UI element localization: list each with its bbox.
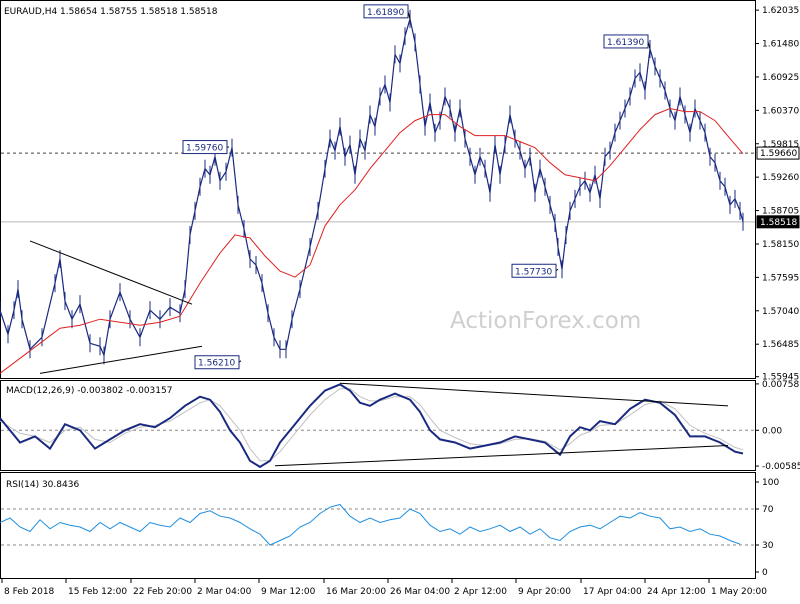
x-tick-label: 16 Mar 20:00 bbox=[326, 587, 386, 597]
rsi-line bbox=[0, 503, 741, 546]
current-price-label: 1.58518 bbox=[760, 218, 797, 228]
macd-panel-frame bbox=[0, 380, 756, 471]
price-axis-tick-label: 1.57595 bbox=[762, 273, 799, 283]
price-axis-tick-label: 1.59815 bbox=[762, 140, 799, 150]
price-axis-tick-label: 1.58150 bbox=[762, 240, 799, 250]
annotation-label: 1.61390 bbox=[607, 38, 644, 48]
rsi-axis-tick-label: 70 bbox=[762, 505, 774, 515]
level-price-box bbox=[756, 146, 800, 160]
price-axis-tick-label: 1.55945 bbox=[762, 373, 799, 383]
level-price-label: 1.59660 bbox=[760, 149, 797, 159]
x-tick-label: 8 Feb 2018 bbox=[4, 587, 55, 597]
x-tick-label: 9 Apr 20:00 bbox=[518, 587, 571, 597]
price-series-line bbox=[0, 18, 744, 358]
annotation-box bbox=[182, 140, 228, 155]
annotation-box bbox=[511, 263, 557, 278]
current-price-box bbox=[756, 215, 800, 229]
chart-title: EURAUD,H4 1.58654 1.58755 1.58518 1.5851… bbox=[4, 7, 218, 17]
macd-signal-line bbox=[0, 388, 744, 462]
price-panel-frame bbox=[0, 0, 756, 379]
annotation-box bbox=[603, 34, 649, 49]
watermark: ActionForex.com bbox=[450, 308, 641, 334]
rsi-panel: 100 70 30 0 bbox=[0, 478, 779, 578]
x-tick-label: 2 Apr 12:00 bbox=[454, 587, 507, 597]
macd-trendline bbox=[339, 382, 729, 407]
macd-title: MACD(12,26,9) -0.003802 -0.003157 bbox=[6, 386, 172, 396]
price-axis-tick-label: 1.59260 bbox=[762, 173, 799, 183]
annotation-box bbox=[363, 4, 409, 19]
x-tick-label: 24 Apr 12:00 bbox=[647, 587, 706, 597]
x-tick-label: 2 Mar 04:00 bbox=[197, 587, 252, 597]
annotation-label: 1.61890 bbox=[367, 8, 404, 18]
rsi-title: RSI(14) 30.8436 bbox=[6, 480, 79, 490]
triangle-trendline bbox=[29, 240, 193, 305]
price-axis-tick-label: 1.60370 bbox=[762, 106, 799, 116]
price-axis-tick-label: 1.61480 bbox=[762, 40, 799, 50]
price-axis-tick-label: 1.60925 bbox=[762, 73, 799, 83]
price-panel: 1.61890 1.59760 1.56210 1.57730 1.61390 1.620… bbox=[0, 4, 800, 383]
moving-average-line bbox=[0, 107, 744, 374]
macd-axis-tick-label: -0.005853 bbox=[762, 462, 800, 472]
macd-axis-tick-label: 0.00 bbox=[762, 426, 782, 436]
x-tick-label: 17 Apr 04:00 bbox=[583, 587, 642, 597]
price-axis-tick-label: 1.62035 bbox=[762, 6, 799, 16]
x-tick-label: 1 May 20:00 bbox=[711, 587, 767, 597]
rsi-axis-tick-label: 100 bbox=[762, 478, 779, 488]
annotation-label: 1.56210 bbox=[198, 359, 235, 369]
price-axis-tick-label: 1.56485 bbox=[762, 340, 799, 350]
price-axis-tick-label: 1.58705 bbox=[762, 207, 799, 217]
rsi-panel-frame bbox=[0, 472, 756, 579]
triangle-trendline bbox=[39, 345, 203, 374]
x-tick-label: 9 Mar 12:00 bbox=[261, 587, 316, 597]
x-tick-label: 22 Feb 20:00 bbox=[133, 587, 192, 597]
x-tick-label: 26 Mar 04:00 bbox=[390, 587, 450, 597]
rsi-axis-tick-label: 0 bbox=[762, 568, 768, 578]
price-axis-tick-label: 1.57040 bbox=[762, 307, 799, 317]
annotation-box bbox=[194, 355, 240, 370]
macd-panel: 0.007587 0.00 -0.005853 bbox=[0, 380, 800, 472]
annotation-label: 1.57730 bbox=[515, 267, 552, 277]
x-axis: 8 Feb 2018 15 Feb 12:00 22 Feb 20:00 2 Mar … bbox=[1, 579, 767, 597]
macd-trendline bbox=[274, 445, 729, 467]
annotation-label: 1.59760 bbox=[186, 144, 223, 154]
rsi-axis-tick-label: 30 bbox=[762, 541, 774, 551]
macd-line bbox=[0, 383, 744, 469]
macd-axis-tick-label: 0.007587 bbox=[762, 380, 800, 390]
x-tick-label: 15 Feb 12:00 bbox=[68, 587, 127, 597]
